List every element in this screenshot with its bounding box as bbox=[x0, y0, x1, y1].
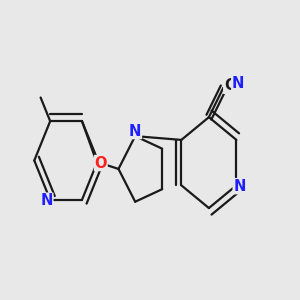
Text: N: N bbox=[129, 124, 141, 139]
Text: O: O bbox=[94, 155, 107, 170]
Text: C: C bbox=[224, 78, 235, 93]
Text: N: N bbox=[233, 179, 246, 194]
Text: N: N bbox=[232, 76, 244, 91]
Text: N: N bbox=[40, 193, 53, 208]
